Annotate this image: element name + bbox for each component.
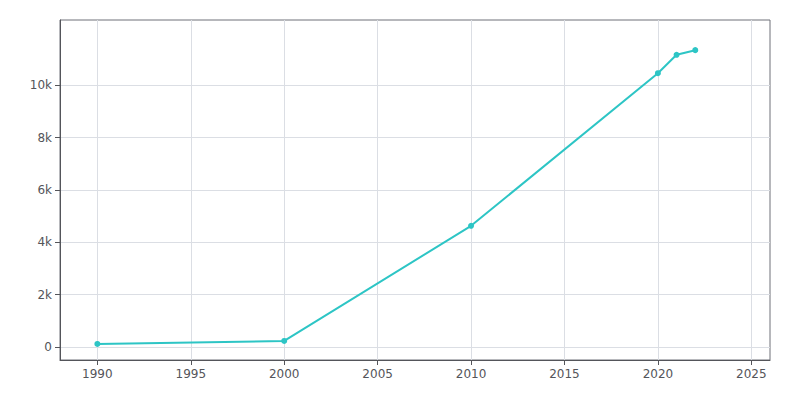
- svg-text:8k: 8k: [37, 131, 52, 145]
- svg-text:4k: 4k: [37, 235, 52, 249]
- svg-text:2025: 2025: [736, 367, 767, 381]
- svg-text:2000: 2000: [269, 367, 300, 381]
- svg-text:2k: 2k: [37, 288, 52, 302]
- svg-text:2020: 2020: [643, 367, 674, 381]
- svg-text:2015: 2015: [549, 367, 580, 381]
- svg-text:0: 0: [44, 340, 52, 354]
- svg-text:2005: 2005: [362, 367, 393, 381]
- svg-text:10k: 10k: [30, 78, 52, 92]
- svg-text:6k: 6k: [37, 183, 52, 197]
- svg-text:1995: 1995: [176, 367, 207, 381]
- svg-text:2010: 2010: [456, 367, 487, 381]
- svg-text:1990: 1990: [82, 367, 113, 381]
